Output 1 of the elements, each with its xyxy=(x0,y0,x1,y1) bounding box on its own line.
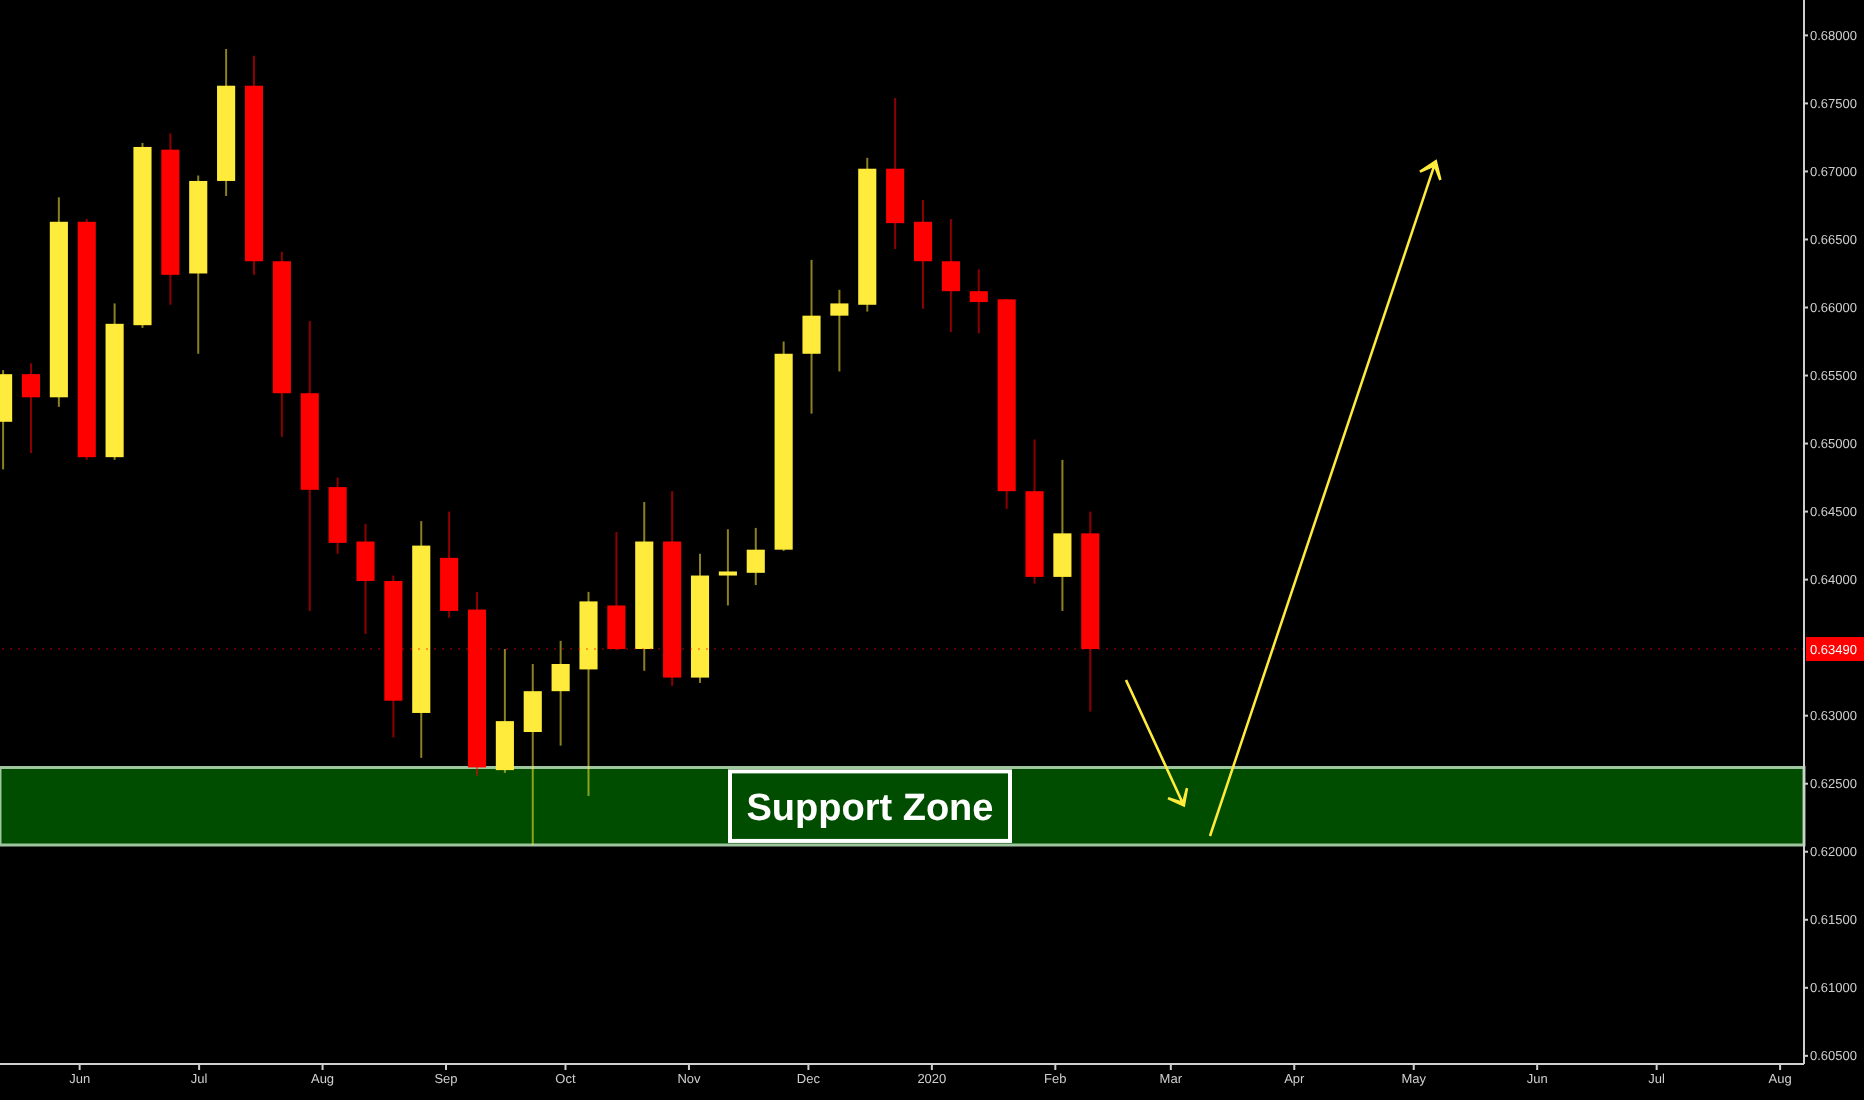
band-label: Support Zone xyxy=(746,788,994,831)
